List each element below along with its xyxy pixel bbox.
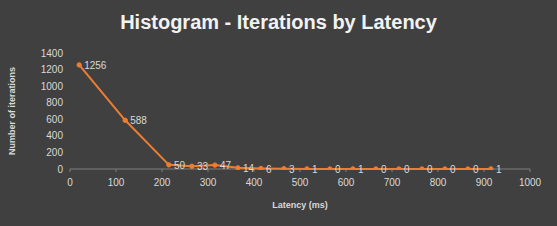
series-marker	[328, 167, 332, 170]
series-marker	[466, 167, 470, 170]
data-label: 0	[427, 164, 433, 175]
y-axis-title: Number of iterations	[7, 67, 17, 155]
x-tick-label: 300	[200, 177, 217, 188]
series-marker	[282, 167, 286, 170]
background	[0, 0, 557, 226]
series-marker	[351, 167, 355, 170]
chart-svg: Histogram - Iterations by Latency Number …	[0, 0, 557, 226]
x-tick-label: 1000	[519, 177, 542, 188]
y-tick-label: 600	[46, 114, 63, 125]
x-tick-label: 800	[430, 177, 447, 188]
data-label: 0	[450, 164, 456, 175]
data-label: 1256	[84, 60, 107, 71]
y-tick-label: 0	[57, 164, 63, 175]
y-tick-label: 200	[46, 147, 63, 158]
data-label: 588	[130, 115, 147, 126]
y-tick-label: 1000	[41, 81, 64, 92]
data-label: 0	[404, 164, 410, 175]
data-label: 33	[197, 161, 209, 172]
series-marker	[77, 63, 81, 67]
series-marker	[123, 118, 127, 122]
series-marker	[167, 163, 171, 167]
x-tick-label: 0	[67, 177, 73, 188]
y-tick	[67, 119, 70, 120]
data-label: 50	[174, 160, 186, 171]
data-label: 0	[473, 164, 479, 175]
y-tick-label: 1400	[41, 48, 64, 59]
series-marker	[397, 167, 401, 170]
x-tick-label: 700	[384, 177, 401, 188]
data-label: 0	[335, 164, 341, 175]
series-marker	[489, 167, 493, 170]
series-marker	[374, 167, 378, 170]
y-tick	[67, 102, 70, 103]
data-label: 47	[220, 160, 232, 171]
data-label: 14	[243, 163, 255, 174]
title: Histogram - Iterations by Latency	[120, 11, 438, 33]
x-tick-label: 100	[108, 177, 125, 188]
x-tick-label: 900	[476, 177, 493, 188]
series-marker	[305, 167, 309, 170]
y-tick-label: 400	[46, 130, 63, 141]
data-label: 1	[496, 164, 502, 175]
y-tick	[67, 69, 70, 70]
plot-area	[77, 63, 493, 170]
data-label: 0	[381, 164, 387, 175]
data-label: 6	[266, 164, 272, 175]
y-tick-label: 1200	[41, 64, 64, 75]
y-tick	[67, 53, 70, 54]
y-tick	[67, 152, 70, 153]
y-tick-label: 800	[46, 97, 63, 108]
series-marker	[190, 164, 194, 168]
series-marker	[259, 166, 263, 170]
x-tick-label: 400	[246, 177, 263, 188]
x-tick-label: 600	[338, 177, 355, 188]
x-tick-label: 500	[292, 177, 309, 188]
data-label: 1	[358, 164, 364, 175]
series-marker	[420, 167, 424, 170]
data-label: 3	[289, 164, 295, 175]
series-marker	[236, 166, 240, 170]
x-tick-label: 200	[154, 177, 171, 188]
data-label: 1	[312, 164, 318, 175]
x-axis-title: Latency (ms)	[272, 200, 328, 210]
y-tick	[67, 135, 70, 136]
chart-root: Histogram - Iterations by Latency Number …	[0, 0, 557, 226]
y-tick	[67, 86, 70, 87]
series-marker	[213, 163, 217, 167]
series-line	[79, 65, 491, 169]
series-marker	[443, 167, 447, 170]
